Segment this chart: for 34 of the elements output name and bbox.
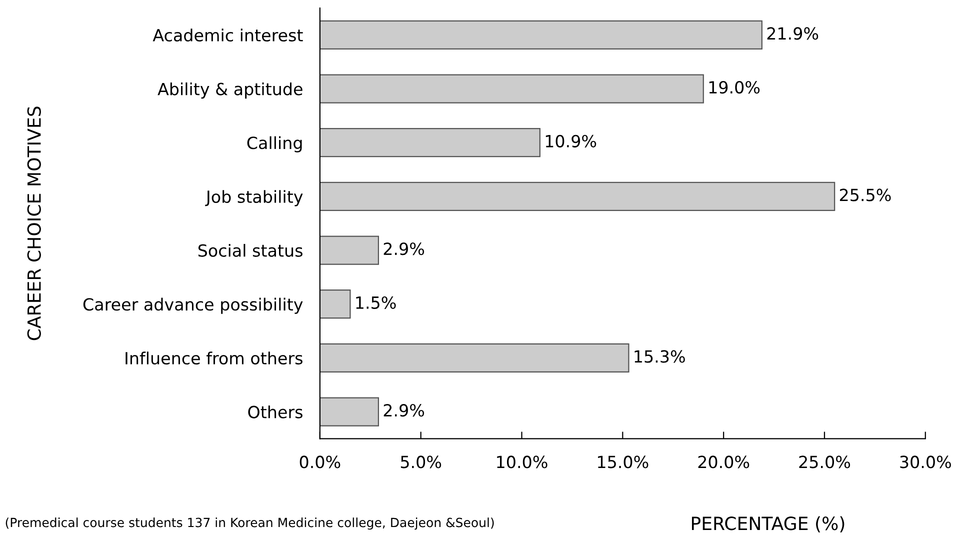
y-tick-label: Career advance possibility xyxy=(83,298,303,314)
bar xyxy=(320,128,540,158)
data-label: 2.9% xyxy=(384,242,424,256)
data-label: 21.9% xyxy=(767,27,818,40)
y-tick-label: Others xyxy=(248,405,302,418)
data-label: 10.9% xyxy=(546,134,596,148)
data-label: 1.5% xyxy=(356,296,396,309)
y-tick-label: Job stability xyxy=(205,190,303,206)
x-tick-label: 30.0% xyxy=(900,456,951,468)
data-label: 15.3% xyxy=(634,350,685,363)
text: (Premedical course students 137 in Korean Medicine college, Daejeon &Seoul) xyxy=(6,518,494,530)
bar xyxy=(320,290,351,319)
y-tick-label: Ability & aptitude xyxy=(158,82,302,99)
y-tick-label: Calling xyxy=(247,136,302,152)
y-axis-title: CAREER CHOICE MOTIVES xyxy=(27,106,41,340)
bar xyxy=(320,397,380,426)
x-tick-label: 10.0% xyxy=(497,456,548,468)
bar xyxy=(320,236,380,265)
bar xyxy=(320,343,630,372)
data-label: 19.0% xyxy=(709,81,760,94)
y-tick-label: Academic interest xyxy=(152,28,303,42)
bar xyxy=(320,74,704,104)
data-label: 2.9% xyxy=(384,404,424,417)
x-tick-label: 25.0% xyxy=(799,456,850,468)
bar xyxy=(320,20,762,50)
y-tick-label: Influence from others xyxy=(126,352,302,365)
data-label: 25.5% xyxy=(840,188,891,202)
x-tick-label: 15.0% xyxy=(598,456,648,468)
x-axis-title: PERCENTAGE (%) xyxy=(692,516,844,532)
x-tick-label: 0.0% xyxy=(300,456,340,468)
y-tick-label: Social status xyxy=(198,244,302,257)
x-tick-label: 20.0% xyxy=(698,456,750,468)
x-tick-label: 5.0% xyxy=(400,456,442,468)
bar xyxy=(320,182,836,211)
